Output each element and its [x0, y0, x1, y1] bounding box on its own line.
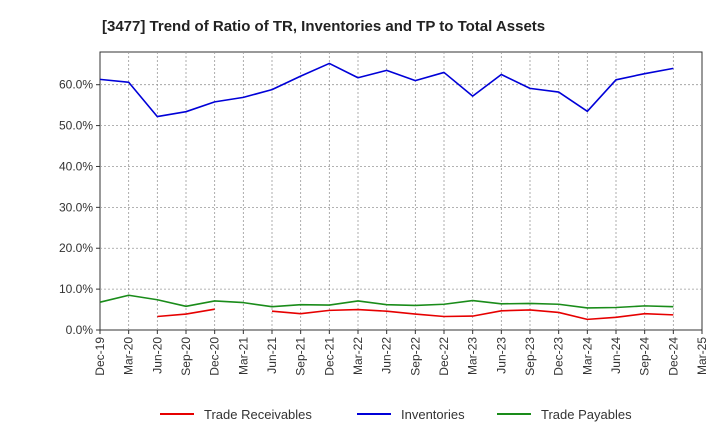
chart-title: [3477] Trend of Ratio of TR, Inventories… [102, 18, 545, 35]
x-tick-label: Jun-23 [494, 337, 508, 374]
x-tick-label: Mar-22 [351, 337, 365, 375]
x-tick-label: Jun-21 [265, 337, 279, 374]
y-tick-label: 30.0% [59, 200, 93, 214]
series-line-trade-receivables [271, 308, 674, 321]
y-tick-label: 0.0% [66, 323, 94, 337]
x-tick-label: Mar-25 [695, 337, 709, 375]
x-tick-label: Dec-23 [552, 337, 566, 376]
x-tick-label: Dec-19 [93, 337, 107, 376]
x-tick-label: Sep-20 [179, 337, 193, 376]
plot-area [99, 51, 703, 331]
y-tick-label: 40.0% [59, 159, 93, 173]
y-tick-label: 60.0% [59, 78, 93, 92]
x-tick-label: Sep-23 [523, 337, 537, 376]
y-tick-label: 20.0% [59, 241, 93, 255]
x-tick-label: Dec-22 [437, 337, 451, 376]
series-line-inventories [99, 62, 674, 118]
x-axis-ticks: Dec-19 Mar-20 Jun-20 Sep-20 Dec-20 Mar-21 Jun-… [93, 330, 709, 376]
legend-label-trade-payables: Trade Payables [541, 407, 632, 422]
x-tick-label: Mar-23 [466, 337, 480, 375]
x-tick-label: Sep-22 [408, 337, 422, 376]
x-tick-label: Mar-20 [122, 337, 136, 375]
legend-label-inventories: Inventories [401, 407, 465, 422]
x-tick-label: Jun-20 [150, 337, 164, 374]
series-lines [99, 62, 674, 321]
x-tick-label: Jun-24 [609, 337, 623, 374]
legend-label-trade-receivables: Trade Receivables [204, 407, 312, 422]
x-tick-label: Sep-21 [294, 337, 308, 376]
series-line-trade-receivables [157, 308, 215, 318]
x-tick-label: Dec-24 [666, 337, 680, 376]
grid-lines [100, 52, 702, 330]
x-tick-label: Mar-21 [236, 337, 250, 375]
y-axis-ticks: 0.0% 10.0% 20.0% 30.0% 40.0% 50.0% 60.0% [59, 78, 100, 337]
x-tick-label: Dec-20 [208, 337, 222, 376]
series-line-trade-payables [99, 294, 674, 309]
x-tick-label: Mar-24 [580, 337, 594, 375]
x-tick-label: Jun-22 [380, 337, 394, 374]
legend: Trade Receivables Inventories Trade Payabl… [160, 407, 632, 422]
y-tick-label: 10.0% [59, 282, 93, 296]
y-tick-label: 50.0% [59, 119, 93, 133]
x-tick-label: Dec-21 [322, 337, 336, 376]
x-tick-label: Sep-24 [638, 337, 652, 376]
